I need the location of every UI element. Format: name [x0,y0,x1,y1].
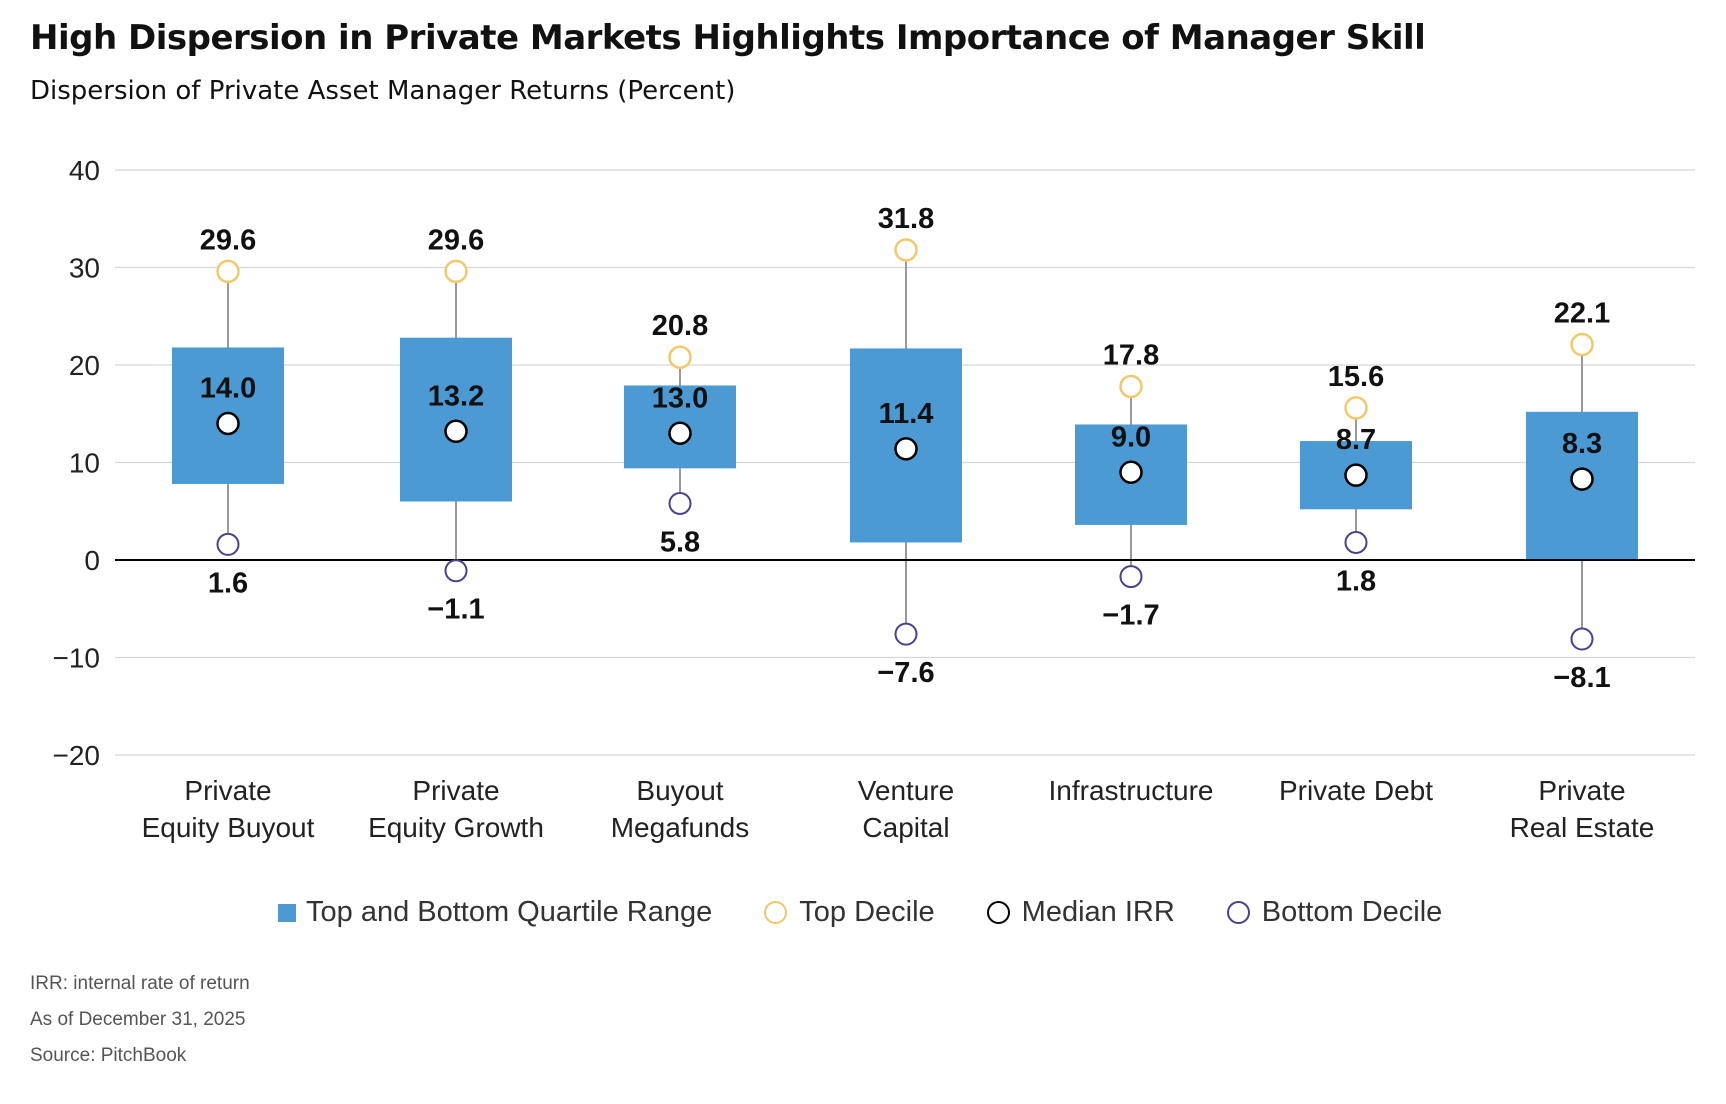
bottom-decile-label: −7.6 [877,657,934,689]
x-tick-label: Real Estate [1510,812,1655,843]
note-irr-definition: IRR: internal rate of return [30,973,250,994]
bottom-decile-label: −8.1 [1553,662,1610,694]
median-label: 11.4 [879,398,934,430]
top-decile-marker [1119,374,1143,399]
median-label: 13.0 [652,382,708,414]
median-marker [1570,467,1594,491]
top-decile-marker [1344,396,1368,420]
median-marker [1119,460,1143,484]
legend-label: Top and Bottom Quartile Range [306,896,713,928]
median-marker [668,421,692,445]
median-label: 14.0 [200,373,256,405]
chart-title: High Dispersion in Private Markets Highl… [30,18,1426,58]
bottom-decile-marker [216,532,240,556]
bottom-decile-marker [444,559,468,583]
median-marker [1344,463,1368,487]
x-tick-label: Equity Growth [368,812,544,843]
bottom-decile-marker [1344,530,1368,554]
top-decile-marker [894,238,918,262]
legend-swatch-circle [764,901,788,924]
chart-legend: Top and Bottom Quartile Range Top Decile… [278,896,1442,929]
x-tick-label: Private [412,775,499,806]
bottom-decile-marker [894,622,918,646]
bottom-decile-marker [1570,627,1594,651]
note-as-of-date: As of December 31, 2025 [30,1009,246,1030]
x-tick-label: Infrastructure [1049,775,1214,806]
chart-notes: IRR: internal rate of return As of Decem… [30,972,250,1080]
legend-swatch-circle [986,901,1010,924]
legend-swatch-circle [1226,901,1250,924]
top-decile-label: 22.1 [1554,298,1610,330]
top-decile-marker [668,345,692,369]
y-tick-label: 10 [69,448,100,479]
legend-label: Top Decile [799,896,935,928]
top-decile-marker [444,259,468,284]
y-tick-label: −10 [53,643,101,674]
top-decile-marker [216,259,240,284]
median-marker [216,411,240,436]
bottom-decile-marker [1119,565,1143,589]
median-marker [444,419,468,444]
top-decile-label: 29.6 [200,224,256,256]
x-tick-label: Megafunds [611,812,750,843]
top-decile-label: 20.8 [652,310,708,342]
median-marker [894,437,918,461]
y-tick-label: −20 [53,740,101,771]
top-decile-label: 31.8 [878,203,934,235]
top-decile-marker [1570,332,1594,357]
y-tick-label: 40 [69,155,100,186]
bottom-decile-label: 1.6 [208,567,248,599]
bottom-decile-label: −1.1 [427,594,484,626]
median-label: 8.3 [1562,428,1602,460]
median-label: 8.7 [1336,424,1376,456]
top-decile-label: 15.6 [1328,361,1384,393]
x-tick-label: Private [1538,775,1625,806]
bottom-decile-label: 1.8 [1336,565,1376,597]
y-tick-label: 0 [84,545,100,576]
note-source: Source: PitchBook [30,1045,187,1066]
top-decile-label: 17.8 [1103,339,1159,371]
x-tick-label: Private [184,775,271,806]
y-tick-label: 20 [69,350,100,381]
x-tick-label: Capital [862,812,949,843]
chart-subtitle: Dispersion of Private Asset Manager Retu… [30,76,736,106]
legend-item-quartile-range: Top and Bottom Quartile Range [278,896,712,929]
bottom-decile-label: −1.7 [1102,600,1159,632]
median-label: 13.2 [428,380,484,412]
legend-item-bottom-decile: Bottom Decile [1226,896,1443,929]
median-label: 9.0 [1111,421,1151,453]
legend-label: Median IRR [1021,896,1175,928]
y-tick-label: 30 [69,253,100,284]
x-tick-label: Equity Buyout [142,812,315,843]
bottom-decile-marker [668,491,692,515]
legend-item-median-irr: Median IRR [986,896,1175,929]
x-tick-label: Buyout [636,775,723,806]
top-decile-label: 29.6 [428,224,484,256]
x-tick-label: Venture [858,775,955,806]
legend-item-top-decile: Top Decile [764,896,935,929]
legend-label: Bottom Decile [1261,896,1443,928]
legend-swatch-box [278,903,296,922]
bottom-decile-label: 5.8 [660,526,700,558]
box-plot-chart: 40 30 20 10 0 −10 −20 29.6 1.6 14.0 Private Equity … [53,155,1695,843]
x-tick-label: Private Debt [1279,775,1433,806]
